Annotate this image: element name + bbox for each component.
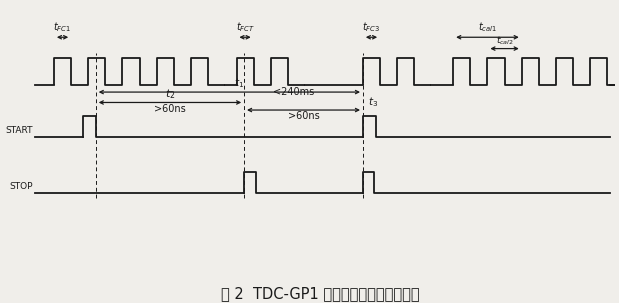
Text: $t_1$: $t_1$ xyxy=(234,76,244,90)
Text: 图 2  TDC-GP1 测量时间间隔的信号时序: 图 2 TDC-GP1 测量时间间隔的信号时序 xyxy=(221,286,420,301)
Text: STOP: STOP xyxy=(9,182,33,191)
Text: $t_{FC3}$: $t_{FC3}$ xyxy=(362,21,381,35)
Text: $t_{FCT}$: $t_{FCT}$ xyxy=(235,21,254,35)
Text: >60ns: >60ns xyxy=(154,104,186,114)
Text: $t_{cal2}$: $t_{cal2}$ xyxy=(496,34,514,47)
Text: $t_{FC1}$: $t_{FC1}$ xyxy=(53,21,72,35)
Text: $t_3$: $t_3$ xyxy=(368,95,378,109)
Text: >60ns: >60ns xyxy=(288,112,319,122)
Text: <240ms: <240ms xyxy=(274,87,314,97)
Text: START: START xyxy=(6,126,33,135)
Text: $t_2$: $t_2$ xyxy=(165,87,175,101)
Text: $t_{cal1}$: $t_{cal1}$ xyxy=(478,21,497,35)
